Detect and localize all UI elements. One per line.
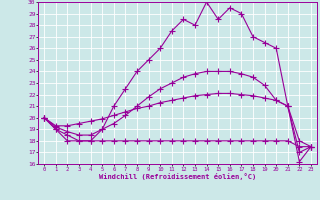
X-axis label: Windchill (Refroidissement éolien,°C): Windchill (Refroidissement éolien,°C) [99,173,256,180]
